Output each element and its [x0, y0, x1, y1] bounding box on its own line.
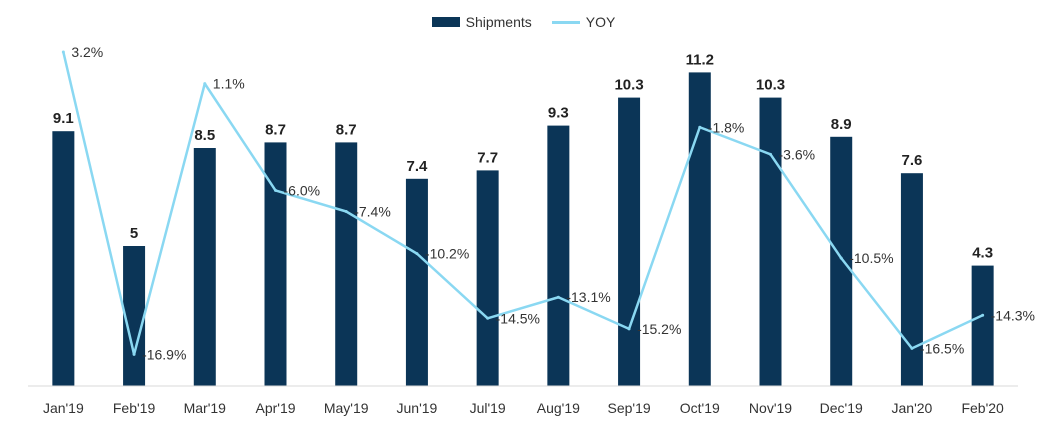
bar-shipments-12	[900, 173, 923, 386]
bar-value-label-13: 4.3	[972, 245, 993, 262]
bar-value-label-6: 7.7	[477, 149, 498, 166]
x-tick-labels: Jan'19 Feb'19 Mar'19 Apr'19 May'19 Jun'19 Jul'…	[43, 400, 1004, 416]
legend-item-yoy: YOY	[551, 14, 616, 30]
legend-swatch-shipments	[431, 17, 460, 27]
yoy-point-1	[132, 352, 136, 356]
x-tick-label-10: Nov'19	[749, 400, 792, 416]
yoy-value-label-9: -1.8%	[708, 119, 745, 135]
bar-value-label-4: 8.7	[336, 121, 357, 138]
bar-shipments-2	[193, 148, 216, 386]
yoy-value-label-13: -14.3%	[991, 307, 1035, 323]
bar-value-label-7: 9.3	[548, 105, 569, 122]
yoy-value-label-2: 1.1%	[213, 76, 245, 92]
legend-item-shipments: Shipments	[431, 14, 532, 30]
yoy-point-3	[274, 188, 277, 192]
bar-value-label-0: 9.1	[53, 110, 74, 127]
bar-value-label-3: 8.7	[265, 121, 286, 138]
bar-value-label-9: 11.2	[686, 51, 714, 68]
bar-shipments-3	[264, 142, 287, 386]
legend-swatch-yoy	[551, 20, 580, 24]
yoy-value-label-5: -10.2%	[425, 246, 469, 262]
x-tick-label-6: Jul'19	[470, 400, 506, 416]
bar-value-label-1: 5	[130, 225, 138, 242]
yoy-point-13	[981, 313, 985, 317]
legend: Shipments YOY	[0, 14, 1047, 30]
yoy-point-8	[627, 327, 631, 331]
x-tick-label-1: Feb'19	[113, 400, 156, 416]
yoy-point-12	[910, 346, 914, 350]
bar-shipments-0	[52, 131, 75, 386]
yoy-value-label-3: -6.0%	[284, 182, 321, 198]
bar-shipments-10	[759, 97, 782, 386]
bar-shipments-1	[123, 246, 146, 386]
bar-shipments-7	[547, 125, 570, 386]
yoy-value-label-8: -15.2%	[637, 321, 681, 337]
yoy-point-0	[61, 50, 65, 54]
x-tick-label-11: Dec'19	[820, 400, 863, 416]
x-tick-label-4: May'19	[324, 400, 369, 416]
legend-label-yoy: YOY	[585, 14, 616, 30]
bar-shipments-9	[688, 72, 711, 387]
yoy-value-label-4: -7.4%	[354, 203, 391, 219]
bar-shipments-5	[405, 178, 428, 386]
yoy-value-label-1: -16.9%	[142, 346, 186, 362]
bars-layer	[52, 72, 994, 387]
yoy-point-10	[769, 152, 772, 156]
x-tick-label-3: Apr'19	[255, 400, 295, 416]
yoy-point-9	[698, 125, 702, 129]
yoy-value-label-6: -14.5%	[496, 310, 540, 326]
bar-value-label-12: 7.6	[901, 152, 922, 169]
bar-shipments-13	[971, 265, 994, 386]
yoy-point-11	[839, 256, 843, 260]
yoy-value-label-11: -10.5%	[849, 250, 893, 266]
bar-shipments-4	[335, 142, 358, 386]
x-tick-label-13: Feb'20	[961, 400, 1004, 416]
x-tick-label-2: Mar'19	[184, 400, 227, 416]
x-tick-label-12: Jan'20	[892, 400, 933, 416]
bar-shipments-11	[830, 136, 853, 386]
yoy-value-label-0: 3.2%	[71, 44, 103, 60]
bar-shipments-6	[476, 170, 499, 386]
yoy-point-2	[203, 82, 207, 86]
legend-label-shipments: Shipments	[465, 14, 532, 30]
x-tick-label-8: Sep'19	[607, 400, 650, 416]
bar-value-label-2: 8.5	[194, 127, 215, 144]
yoy-value-label-10: -3.6%	[779, 146, 816, 162]
yoy-value-label-12: -16.5%	[920, 340, 964, 356]
yoy-line	[62, 51, 984, 356]
line-layer	[61, 50, 985, 356]
x-tick-label-5: Jun'19	[397, 400, 438, 416]
x-tick-label-7: Aug'19	[537, 400, 580, 416]
x-tick-label-0: Jan'19	[43, 400, 84, 416]
yoy-value-label-7: -13.1%	[566, 289, 610, 305]
yoy-point-5	[415, 252, 419, 256]
labels-layer: 9.1 5 8.5 8.7 8.7 7.4 7.7 9.3 10.3 11.2 10.3 8.9 7.6…	[53, 44, 1035, 362]
yoy-point-6	[486, 316, 490, 320]
yoy-point-7	[556, 295, 560, 299]
bar-value-label-5: 7.4	[406, 158, 428, 175]
bar-value-label-8: 10.3	[614, 77, 643, 94]
bar-value-label-10: 10.3	[756, 77, 785, 94]
bar-value-label-11: 8.9	[831, 116, 852, 133]
x-tick-label-9: Oct'19	[680, 400, 720, 416]
yoy-point-4	[344, 209, 348, 213]
bar-shipments-8	[618, 97, 641, 386]
